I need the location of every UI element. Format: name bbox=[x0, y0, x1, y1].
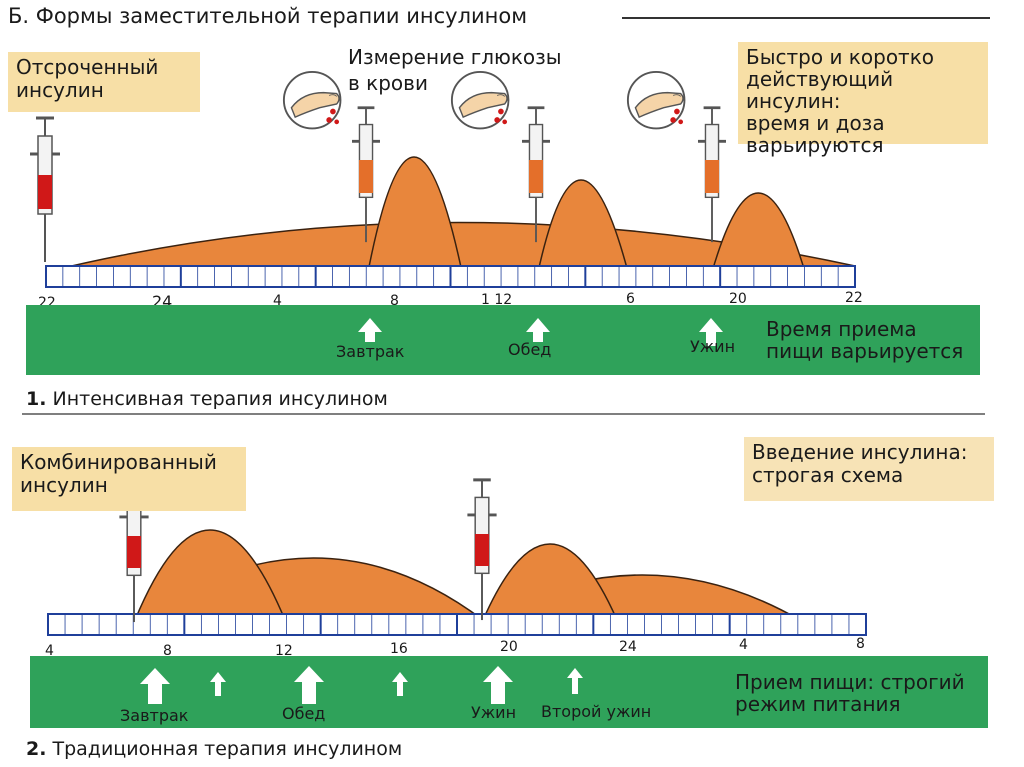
label-line: время и доза bbox=[746, 111, 885, 135]
tick-label: 22 bbox=[845, 290, 863, 306]
glucose-measure-label: Измерение глюкозы в крови bbox=[348, 44, 562, 96]
label-line: Быстро и коротко bbox=[746, 45, 935, 69]
meal-arrow-icon bbox=[572, 678, 578, 694]
meal-arrow-icon bbox=[533, 332, 543, 342]
meal-arrow-icon bbox=[567, 668, 583, 678]
syringe-fill bbox=[475, 534, 489, 566]
tick-label: 4 bbox=[739, 637, 748, 653]
label-box-delayed-insulin: Отсроченный инсулин bbox=[8, 52, 200, 112]
label-line: режим питания bbox=[735, 692, 901, 716]
meal-timing-note: Время приема пищи варьируется bbox=[766, 318, 963, 362]
label-box-rapid-insulin: Быстро и коротко действующий инсулин: вр… bbox=[738, 42, 988, 156]
caption-text: Традиционная терапия инсулином bbox=[52, 738, 403, 760]
label-line: инсулин bbox=[16, 78, 104, 102]
timeline-24h-2 bbox=[47, 613, 867, 636]
label-line: Введение инсулина: bbox=[752, 440, 968, 464]
label-line: Отсроченный bbox=[16, 55, 159, 79]
caption-text: Интенсивная терапия инсулином bbox=[52, 388, 388, 410]
meal-label-second-dinner: Второй ужин bbox=[541, 702, 652, 721]
tick-label: 1 12 bbox=[481, 292, 513, 308]
label-line: Комбинированный bbox=[20, 450, 217, 474]
label-box-strict-scheme: Введение инсулина: строгая схема bbox=[744, 437, 994, 501]
meal-arrow-icon bbox=[365, 332, 375, 342]
tick-label: 8 bbox=[856, 636, 865, 652]
meal-arrow-icon bbox=[215, 682, 221, 696]
finger-prick-icon bbox=[626, 70, 686, 130]
meal-arrow-icon bbox=[358, 318, 382, 332]
meal-label-lunch: Обед bbox=[508, 340, 552, 359]
label-line: Прием пищи: строгий bbox=[735, 670, 965, 694]
meal-arrow-icon bbox=[140, 668, 170, 684]
tick-label: 6 bbox=[626, 291, 635, 307]
label-line: в крови bbox=[348, 71, 428, 95]
tick-label: 4 bbox=[45, 643, 54, 659]
meal-label-dinner: Ужин bbox=[471, 703, 517, 722]
syringe-fill bbox=[705, 160, 719, 193]
combined-fast-curve-1 bbox=[133, 529, 287, 621]
syringe-fill bbox=[529, 160, 543, 193]
meal-schedule-note: Прием пищи: строгий режим питания bbox=[735, 671, 965, 715]
meal-arrow-icon bbox=[706, 332, 716, 346]
bolus-curve-lunch bbox=[537, 179, 629, 273]
page-title: Б. Формы заместительной терапии инсулино… bbox=[8, 4, 528, 28]
meal-arrow-icon bbox=[148, 684, 162, 704]
finger-prick-icon bbox=[282, 70, 342, 130]
label-line: строгая схема bbox=[752, 463, 904, 487]
meal-arrow-icon bbox=[397, 682, 403, 696]
caption-intensive: 1. Интенсивная терапия инсулином bbox=[26, 388, 388, 410]
meal-arrow-icon bbox=[392, 672, 408, 682]
tick-label: 8 bbox=[163, 643, 172, 659]
tick-label: 20 bbox=[729, 291, 747, 307]
label-line: инсулин bbox=[20, 473, 108, 497]
label-line: пищи варьируется bbox=[766, 339, 964, 363]
caption-traditional: 2. Традиционная терапия инсулином bbox=[26, 738, 402, 760]
combined-fast-curve-2 bbox=[481, 543, 619, 621]
label-line: Измерение глюкозы bbox=[348, 45, 562, 69]
tick-label: 24 bbox=[619, 639, 637, 655]
meal-label-breakfast: Завтрак bbox=[336, 342, 405, 361]
meal-label-dinner: Ужин bbox=[690, 337, 736, 356]
meal-band-1 bbox=[26, 305, 980, 375]
tick-label: 16 bbox=[390, 641, 408, 657]
syringe-fill bbox=[38, 175, 52, 209]
tick-label: 4 bbox=[273, 293, 282, 309]
tick-label: 12 bbox=[275, 643, 293, 659]
meal-label-lunch: Обед bbox=[282, 704, 326, 723]
meal-arrow-icon bbox=[294, 666, 324, 682]
label-line: действующий инсулин: bbox=[746, 67, 894, 113]
meal-arrow-icon bbox=[210, 672, 226, 682]
meal-arrow-icon bbox=[491, 682, 505, 704]
syringe-fill bbox=[359, 160, 373, 193]
tick-label: 8 bbox=[390, 293, 399, 309]
caption-number: 1. bbox=[26, 388, 47, 410]
meal-arrow-icon bbox=[483, 666, 513, 682]
timeline-24h-1 bbox=[45, 265, 856, 288]
meal-arrow-icon bbox=[699, 318, 723, 332]
tick-label: 20 bbox=[500, 639, 518, 655]
caption-number: 2. bbox=[26, 738, 47, 760]
label-box-combined-insulin: Комбинированный инсулин bbox=[12, 447, 246, 511]
meal-arrow-icon bbox=[302, 682, 316, 704]
meal-label-breakfast: Завтрак bbox=[120, 706, 189, 725]
syringe-fill bbox=[127, 536, 141, 568]
bolus-curve-dinner bbox=[711, 192, 807, 273]
label-line: Время приема bbox=[766, 317, 917, 341]
bolus-curve-breakfast bbox=[367, 156, 463, 273]
meal-arrow-icon bbox=[526, 318, 550, 332]
label-line: варьируются bbox=[746, 133, 884, 157]
